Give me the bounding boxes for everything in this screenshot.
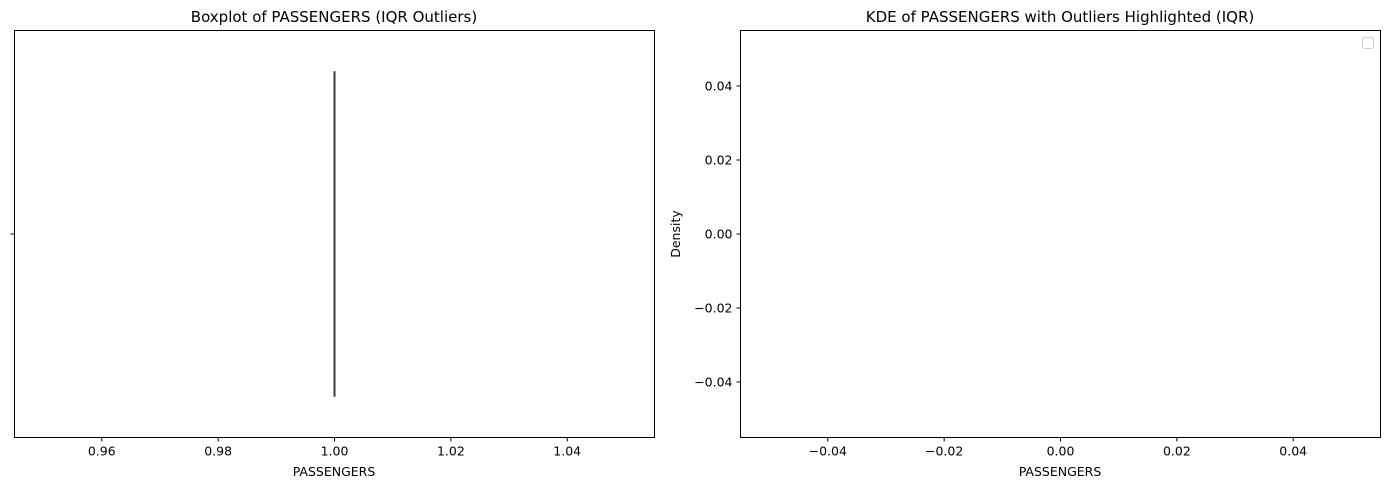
- boxplot-x-tick-label: 1.02: [437, 444, 465, 459]
- kde-axes-frame: [740, 30, 1381, 438]
- boxplot-title: Boxplot of PASSENGERS (IQR Outliers): [191, 8, 477, 26]
- boxplot-x-tick-label: 1.04: [553, 444, 581, 459]
- kde-x-tick-label: 0.04: [1279, 444, 1307, 459]
- kde-y-tick-label: 0.00: [705, 227, 733, 242]
- kde-y-tick-label: 0.02: [705, 153, 733, 168]
- boxplot-x-tick-label: 1.00: [321, 444, 349, 459]
- kde-panel: KDE of PASSENGERS with Outliers Highligh…: [668, 8, 1381, 479]
- boxplot-x-axis-label: PASSENGERS: [293, 464, 376, 479]
- kde-y-tick-label: −0.04: [694, 375, 732, 390]
- kde-y-tick-label: 0.04: [705, 79, 733, 94]
- kde-x-tick-label: 0.00: [1047, 444, 1075, 459]
- boxplot-panel: Boxplot of PASSENGERS (IQR Outliers) 0.9…: [10, 8, 655, 479]
- kde-legend: [1362, 37, 1374, 49]
- kde-x-ticks: −0.04 −0.02 0.00 0.02 0.04: [809, 437, 1307, 459]
- kde-y-tick-label: −0.02: [694, 301, 732, 316]
- kde-y-axis-label: Density: [668, 210, 683, 258]
- kde-x-tick-label: −0.02: [925, 444, 963, 459]
- boxplot-x-ticks: 0.96 0.98 1.00 1.02 1.04: [88, 437, 581, 459]
- kde-x-tick-label: −0.04: [809, 444, 847, 459]
- kde-x-tick-label: 0.02: [1163, 444, 1191, 459]
- kde-title: KDE of PASSENGERS with Outliers Highligh…: [866, 8, 1254, 26]
- kde-y-ticks: −0.04 −0.02 0.00 0.02 0.04: [694, 79, 741, 390]
- kde-x-axis-label: PASSENGERS: [1019, 464, 1102, 479]
- boxplot-x-tick-label: 0.96: [88, 444, 116, 459]
- boxplot-x-tick-label: 0.98: [204, 444, 232, 459]
